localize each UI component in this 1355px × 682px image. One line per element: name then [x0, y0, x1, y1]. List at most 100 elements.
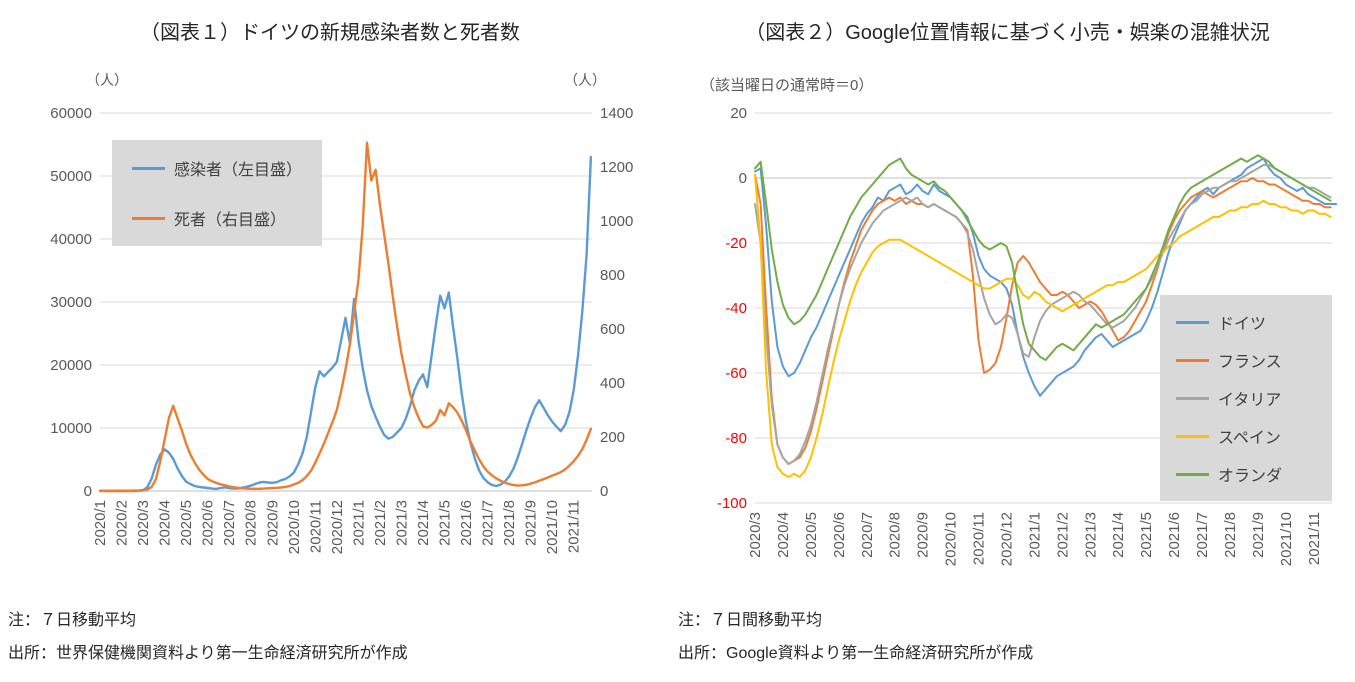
legend-label: 死者（右目盛） — [174, 212, 287, 229]
right-y-axis-tick-label: 1000 — [600, 213, 633, 230]
y-axis-tick-label: 20 — [730, 105, 747, 122]
x-axis-tick-label: 2020/3 — [135, 500, 152, 546]
right-y-axis-tick-label: 600 — [600, 321, 625, 338]
chart1-right-axis-unit: （人） — [564, 72, 606, 88]
x-axis-tick-label: 2020/6 — [831, 512, 848, 558]
legend-label: オランダ — [1218, 468, 1283, 485]
x-axis-tick-label: 2020/7 — [221, 500, 238, 546]
x-axis-tick-label: 2020/1 — [92, 500, 109, 546]
x-axis-tick-label: 2020/12 — [998, 512, 1015, 566]
legend-item-deaths: 死者（右目盛） — [132, 206, 302, 230]
x-axis-tick-label: 2020/10 — [943, 512, 960, 566]
right-y-axis-tick-label: 1400 — [600, 105, 633, 122]
x-axis-tick-label: 2020/5 — [178, 500, 195, 546]
x-axis-tick-label: 2020/8 — [243, 500, 260, 546]
chart1-source: 出所：世界保健機関資料より第一生命経済研究所が作成 — [8, 645, 408, 662]
series-line-france — [754, 173, 1332, 465]
legend-label: スペイン — [1218, 430, 1281, 447]
x-axis-tick-label: 2020/9 — [264, 500, 281, 546]
x-axis-tick-label: 2020/6 — [200, 500, 217, 546]
x-axis-tick-label: 2021/7 — [480, 500, 497, 546]
legend-line-sample — [1176, 472, 1209, 476]
x-axis-tick-label: 2021/5 — [1138, 512, 1155, 558]
x-axis-tick-label: 2021/2 — [1054, 512, 1071, 558]
x-axis-tick-label: 2020/3 — [747, 512, 764, 558]
x-axis-tick-label: 2021/11 — [1306, 512, 1323, 565]
legend-item-netherlands: オランダ — [1176, 462, 1316, 486]
legend-item-germany: ドイツ — [1176, 310, 1316, 334]
legend-line-sample — [1176, 320, 1209, 324]
chart2-note: 注：７日間移動平均 — [678, 612, 823, 629]
x-axis-tick-label: 2021/4 — [415, 500, 432, 546]
legend-label: イタリア — [1218, 392, 1282, 409]
y-axis-tick-label: -60 — [725, 365, 747, 382]
x-axis-tick-label: 2021/10 — [1278, 512, 1295, 566]
y-axis-tick-label: -20 — [725, 235, 747, 252]
x-axis-tick-label: 2021/8 — [501, 500, 518, 546]
legend-label: 感染者（左目盛） — [174, 162, 303, 179]
chart2-legend: ドイツフランスイタリアスペインオランダ — [1160, 295, 1332, 501]
series-line-deaths — [98, 141, 593, 493]
x-axis-tick-label: 2021/1 — [1026, 512, 1043, 558]
x-axis-tick-label: 2021/4 — [1110, 512, 1127, 558]
x-axis-tick-label: 2021/11 — [566, 500, 583, 553]
y-axis-tick-label: -100 — [717, 495, 747, 512]
x-axis-tick-label: 2021/2 — [372, 500, 389, 546]
x-axis-tick-label: 2020/12 — [329, 500, 346, 554]
y-axis-tick-label: -80 — [725, 430, 747, 447]
y-axis-tick-label: 20000 — [50, 357, 92, 374]
y-axis-tick-label: 40000 — [50, 231, 92, 248]
series-line-italy — [754, 164, 1332, 465]
series-line-spain — [754, 173, 1332, 478]
y-axis-tick-label: 0 — [739, 170, 747, 187]
chart2-source: 出所：Google資料より第一生命経済研究所が作成 — [678, 645, 1034, 662]
chart1-title: （図表１）ドイツの新規感染者数と死者数 — [140, 22, 520, 44]
chart1-left-axis-unit: （人） — [86, 72, 128, 88]
y-axis-tick-label: 0 — [84, 483, 92, 500]
series-line-germany — [754, 157, 1338, 397]
y-axis-tick-label: 60000 — [50, 105, 92, 122]
chart1-note: 注：７日移動平均 — [8, 612, 137, 629]
x-axis-tick-label: 2021/6 — [458, 500, 475, 546]
x-axis-tick-label: 2020/7 — [859, 512, 876, 558]
legend-line-sample — [1176, 434, 1209, 438]
chart1-legend: 感染者（左目盛） 死者（右目盛） — [112, 140, 323, 246]
x-axis-tick-label: 2020/10 — [286, 500, 303, 554]
right-y-axis-tick-label: 200 — [600, 429, 625, 446]
legend-item-france: フランス — [1176, 348, 1316, 372]
x-axis-tick-label: 2020/11 — [971, 512, 988, 565]
right-y-axis-tick-label: 800 — [600, 267, 625, 284]
x-axis-tick-label: 2021/8 — [1222, 512, 1239, 558]
right-y-axis-tick-label: 400 — [600, 375, 625, 392]
x-axis-tick-label: 2020/9 — [915, 512, 932, 558]
x-axis-tick-label: 2020/11 — [307, 500, 324, 553]
x-axis-tick-label: 2020/4 — [775, 512, 792, 558]
x-axis-tick-label: 2021/7 — [1194, 512, 1211, 558]
x-axis-tick-label: 2020/4 — [157, 500, 174, 546]
x-axis-tick-label: 2021/3 — [1082, 512, 1099, 558]
legend-item-infections: 感染者（左目盛） — [132, 156, 302, 180]
x-axis-tick-label: 2021/3 — [393, 500, 410, 546]
chart2-title: （図表２）Google位置情報に基づく小売・娯楽の混雑状況 — [745, 22, 1270, 44]
legend-line-sample — [1176, 358, 1209, 362]
x-axis-tick-label: 2021/9 — [523, 500, 540, 546]
legend-item-italy: イタリア — [1176, 386, 1316, 410]
legend-line-sample — [132, 216, 165, 220]
y-axis-tick-label: -40 — [725, 300, 747, 317]
x-axis-tick-label: 2021/1 — [350, 500, 367, 546]
legend-line-sample — [1176, 396, 1209, 400]
y-axis-tick-label: 10000 — [50, 420, 92, 437]
chart2-panel: （図表２）Google位置情報に基づく小売・娯楽の混雑状況 （該当曜日の通常時＝… — [660, 0, 1355, 682]
x-axis-tick-label: 2020/5 — [803, 512, 820, 558]
legend-label: フランス — [1218, 354, 1282, 371]
legend-item-spain: スペイン — [1176, 424, 1316, 448]
x-axis-tick-label: 2021/5 — [437, 500, 454, 546]
x-axis-tick-label: 2021/9 — [1250, 512, 1267, 558]
right-y-axis-tick-label: 1200 — [600, 159, 633, 176]
series-line-infections — [98, 155, 593, 492]
chart1-panel: （図表１）ドイツの新規感染者数と死者数 （人） （人） 0 10000 20000 3… — [0, 0, 660, 682]
chart1-plot-area: 0 10000 20000 30000 40000 50000 60000 0 200 400 60… — [50, 105, 633, 554]
x-axis-tick-label: 2020/8 — [887, 512, 904, 558]
x-axis-tick-label: 2020/2 — [114, 500, 131, 546]
